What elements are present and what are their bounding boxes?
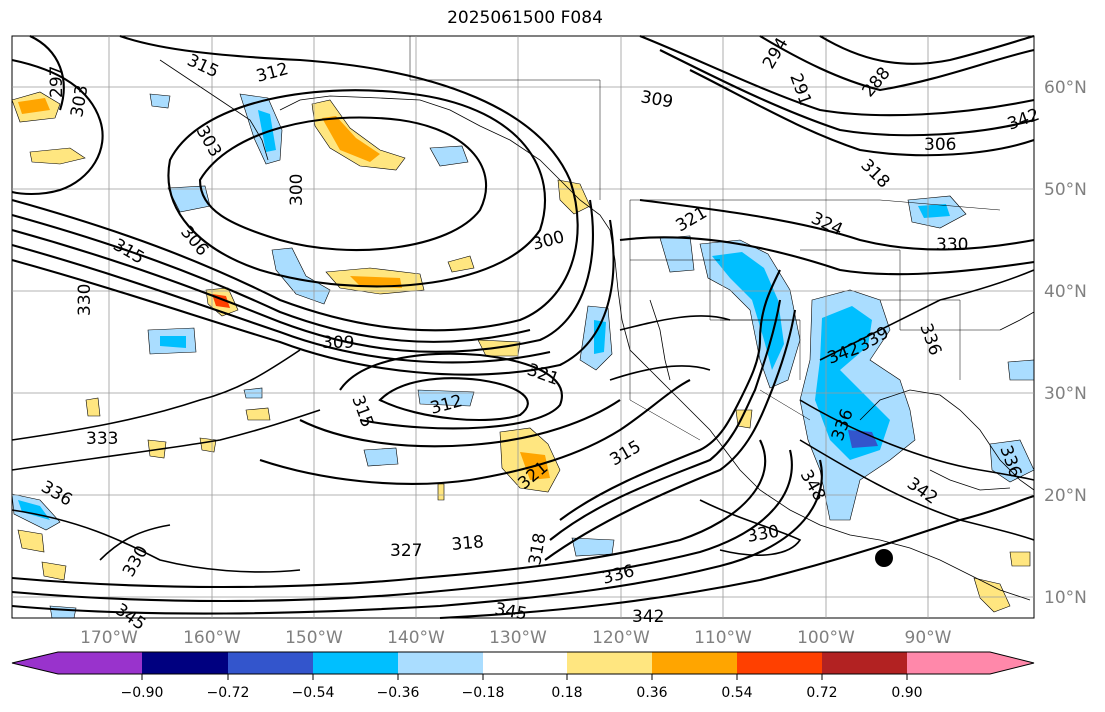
contour-label: 342	[903, 474, 941, 509]
contour-label: 336	[915, 321, 945, 358]
lat-label: 10°N	[1044, 588, 1087, 608]
colorbar-segment	[567, 652, 652, 674]
colorbar-tick-label: −0.36	[377, 685, 420, 701]
contour-label: 315	[347, 393, 377, 430]
contour-label: 309	[322, 333, 354, 353]
lon-label: 100°W	[797, 628, 855, 648]
contour-label: 303	[192, 123, 226, 161]
height-contours	[11, 34, 1035, 620]
political-borders	[409, 36, 1001, 441]
colorbar-tick-label: −0.54	[292, 685, 335, 701]
longitude-labels: 170°W 160°W 150°W 140°W 130°W 120°W 110°…	[80, 628, 952, 648]
colorbar-segment	[398, 652, 483, 674]
lon-label: 130°W	[489, 628, 547, 648]
colorbar-segment	[12, 652, 142, 674]
colorbar-tick-label: 0.54	[721, 685, 752, 701]
contour-label: 306	[176, 222, 212, 260]
lon-label: 120°W	[592, 628, 650, 648]
contour-label: 288	[859, 63, 895, 101]
contour-label: 330	[936, 235, 968, 255]
colorbar-tick-label: 0.18	[551, 685, 582, 701]
contour-label: 318	[451, 532, 485, 555]
colorbar-segment	[822, 652, 907, 674]
contour-label: 309	[639, 87, 674, 112]
contour-label: 324	[808, 208, 846, 240]
colorbar-tick-label: 0.90	[891, 685, 922, 701]
contour-label: 306	[924, 135, 956, 155]
contour-label: 342	[1005, 105, 1042, 135]
lon-label: 160°W	[183, 628, 241, 648]
contour-label: 303	[67, 83, 92, 118]
lon-label: 140°W	[387, 628, 445, 648]
colorbar-segment	[737, 652, 822, 674]
contour-label: 297	[47, 66, 67, 98]
contour-label: 315	[184, 50, 222, 82]
lon-label: 110°W	[694, 628, 752, 648]
colorbar-tick-label: −0.72	[207, 685, 250, 701]
lat-label: 50°N	[1044, 180, 1087, 200]
contour-label: 300	[287, 174, 307, 206]
colorbar-tick-label: 0.72	[806, 685, 837, 701]
contour-label: 330	[119, 542, 153, 580]
contour-label: 312	[254, 59, 291, 87]
lon-label: 170°W	[80, 628, 138, 648]
lon-label: 150°W	[285, 628, 343, 648]
contour-label: 327	[390, 541, 422, 561]
colorbar-segment	[907, 652, 1034, 674]
map-title: 2025061500 F084	[447, 8, 603, 28]
lat-label: 60°N	[1044, 78, 1087, 98]
colorbar-segment	[228, 652, 313, 674]
colorbar-segment	[313, 652, 398, 674]
colorbar-segment	[483, 652, 567, 674]
map-frame	[11, 35, 1035, 619]
lat-label: 20°N	[1044, 486, 1087, 506]
latitude-labels: 60°N 50°N 40°N 30°N 20°N 10°N	[1044, 78, 1087, 608]
contour-label: 330	[75, 284, 95, 316]
contour-label: 294	[759, 34, 793, 72]
colorbar-segment	[142, 652, 228, 674]
colorbar-ticks	[141, 674, 908, 680]
lat-label: 30°N	[1044, 384, 1087, 404]
colorbar-tick-label: −0.18	[462, 685, 505, 701]
colorbar-outline	[11, 651, 1035, 675]
colorbar-segment	[652, 652, 737, 674]
shaded-negative-areas	[11, 93, 1035, 619]
contour-label: 300	[530, 227, 567, 255]
contour-label: 315	[607, 437, 645, 471]
colorbar-tick-label: 0.36	[636, 685, 667, 701]
colorbar: −0.90 −0.72 −0.54 −0.36 −0.18 0.18 0.36 …	[11, 651, 1035, 701]
lon-label: 90°W	[905, 628, 952, 648]
contour-label: 342	[632, 607, 664, 627]
contour-label: 321	[524, 360, 561, 390]
contour-label: 345	[493, 599, 528, 624]
lat-label: 40°N	[1044, 282, 1087, 302]
contour-label: 318	[856, 155, 893, 192]
contour-label: 318	[525, 531, 550, 566]
black-dot-marker	[875, 549, 893, 567]
contour-label: 333	[86, 429, 118, 449]
colorbar-tick-label: −0.90	[121, 685, 164, 701]
contour-label: 291	[785, 71, 815, 108]
